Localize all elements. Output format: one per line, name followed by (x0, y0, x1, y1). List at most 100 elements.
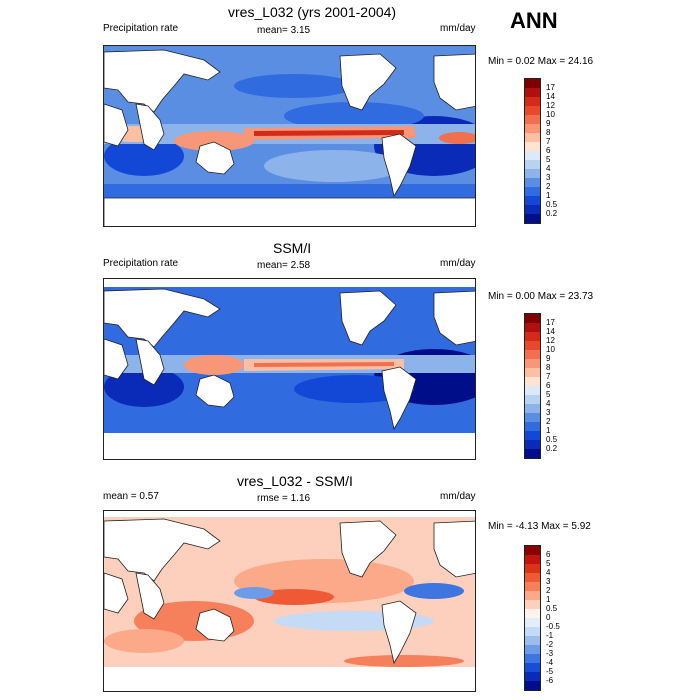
colorbar-swatch (525, 169, 540, 179)
colorbar-label: 3 (546, 576, 551, 586)
colorbar-swatch (525, 440, 540, 450)
colorbar-label: 10 (546, 344, 555, 354)
colorbar-label: -5 (546, 666, 554, 676)
panel-3-mean: mean = 0.57 (103, 491, 159, 502)
colorbar-label: 5 (546, 558, 551, 568)
colorbar-label: 0.2 (546, 443, 558, 453)
colorbar-swatch (525, 160, 540, 170)
colorbar-label: 5 (546, 389, 551, 399)
colorbar-label: 0 (546, 612, 551, 622)
colorbar-swatch (525, 555, 540, 565)
colorbar-label: 1 (546, 425, 551, 435)
panel-2-left-label: Precipitation rate (103, 258, 179, 269)
colorbar-swatch (525, 609, 540, 619)
colorbar-label: 0.5 (546, 603, 558, 613)
colorbar-label: 9 (546, 118, 551, 128)
season-label: ANN (510, 8, 558, 33)
colorbar-label: 0.5 (546, 199, 558, 209)
colorbar-label: 1 (546, 594, 551, 604)
colorbar-swatch (525, 359, 540, 369)
colorbar-swatch (525, 341, 540, 351)
colorbar-label: 8 (546, 127, 551, 137)
panel-1-colorbar-svg (525, 79, 540, 223)
colorbar-label: 12 (546, 335, 555, 345)
panel-3-title: vres_L032 - SSM/I (237, 473, 353, 489)
colorbar-swatch (525, 627, 540, 637)
colorbar-swatch (525, 178, 540, 188)
colorbar-swatch (525, 654, 540, 664)
colorbar-label: 9 (546, 353, 551, 363)
colorbar-swatch (525, 151, 540, 161)
panel-2-map (103, 278, 476, 460)
colorbar-swatch (525, 106, 540, 116)
colorbar-label: -3 (546, 648, 554, 658)
colorbar-swatch (525, 196, 540, 206)
panel-1-title: vres_L032 (yrs 2001-2004) (228, 4, 397, 20)
colorbar-swatch (525, 368, 540, 378)
colorbar-label: 4 (546, 398, 551, 408)
panel-3-colorbar (524, 545, 541, 691)
colorbar-swatch (525, 395, 540, 405)
colorbar-swatch (525, 314, 540, 324)
colorbar-swatch (525, 332, 540, 342)
colorbar-swatch (525, 404, 540, 414)
panel-2-title: SSM/I (273, 240, 312, 256)
colorbar-swatch (525, 681, 540, 690)
colorbar-label: 8 (546, 362, 551, 372)
colorbar-label: 5 (546, 154, 551, 164)
colorbar-label: 1 (546, 190, 551, 200)
colorbar-label: 0.5 (546, 434, 558, 444)
colorbar-label: 17 (546, 317, 555, 327)
colorbar-label: 2 (546, 181, 551, 191)
colorbar-label: -2 (546, 639, 554, 649)
colorbar-swatch (525, 645, 540, 655)
colorbar-label: 4 (546, 567, 551, 577)
colorbar-swatch (525, 115, 540, 125)
colorbar-label: 14 (546, 91, 555, 101)
panel-1-minmax: Min = 0.02 Max = 24.16 (488, 56, 594, 67)
colorbar-label: 2 (546, 416, 551, 426)
colorbar-label: -4 (546, 657, 554, 667)
colorbar-label: 6 (546, 145, 551, 155)
panel-3-colorbar-svg (525, 546, 540, 690)
colorbar-label: 12 (546, 100, 555, 110)
colorbar-label: 17 (546, 82, 555, 92)
colorbar-swatch (525, 636, 540, 646)
colorbar-label: 7 (546, 371, 551, 381)
panel-3-map (103, 510, 476, 692)
colorbar-label: 3 (546, 407, 551, 417)
colorbar-swatch (525, 350, 540, 360)
colorbar-swatch (525, 377, 540, 387)
panel-3-rmse: rmse = 1.16 (257, 493, 311, 504)
panel-1-map-svg (104, 46, 475, 226)
colorbar-swatch (525, 546, 540, 556)
panel-1-units: mm/day (440, 23, 476, 34)
colorbar-label: -6 (546, 675, 554, 685)
colorbar-label: 4 (546, 163, 551, 173)
colorbar-swatch (525, 573, 540, 583)
colorbar-swatch (525, 449, 540, 458)
colorbar-swatch (525, 422, 540, 432)
colorbar-label: 7 (546, 136, 551, 146)
colorbar-swatch (525, 142, 540, 152)
colorbar-swatch (525, 413, 540, 423)
panel-2-map-svg (104, 279, 475, 459)
colorbar-swatch (525, 187, 540, 197)
panel-1-mean: mean= 3.15 (257, 25, 311, 36)
colorbar-swatch (525, 214, 540, 223)
colorbar-swatch (525, 124, 540, 134)
colorbar-swatch (525, 564, 540, 574)
colorbar-swatch (525, 97, 540, 107)
colorbar-swatch (525, 88, 540, 98)
colorbar-label: 0.2 (546, 208, 558, 218)
panel-1-map (103, 45, 476, 227)
colorbar-swatch (525, 618, 540, 628)
panel-3-minmax: Min = -4.13 Max = 5.92 (488, 521, 591, 532)
panel-2-colorbar-svg (525, 314, 540, 458)
colorbar-swatch (525, 386, 540, 396)
panel-2-minmax: Min = 0.00 Max = 23.73 (488, 291, 594, 302)
colorbar-swatch (525, 591, 540, 601)
colorbar-label: 10 (546, 109, 555, 119)
panel-2-units: mm/day (440, 258, 476, 269)
colorbar-swatch (525, 663, 540, 673)
